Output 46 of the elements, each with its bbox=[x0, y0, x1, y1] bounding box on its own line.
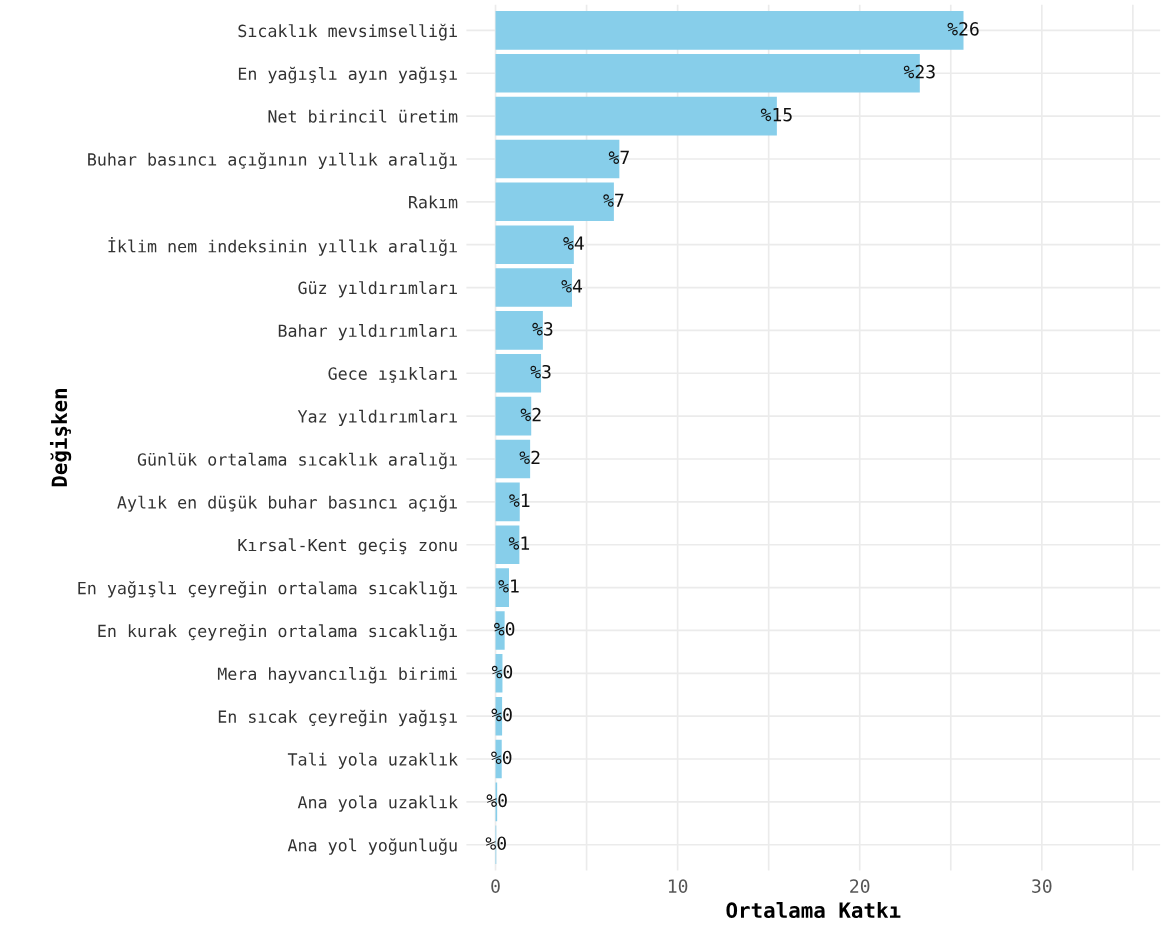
data-label: %2 bbox=[520, 407, 541, 422]
data-label: %1 bbox=[509, 493, 530, 507]
data-label: %0 bbox=[491, 707, 512, 722]
data-label: %23 bbox=[903, 64, 935, 79]
y-tick-label: Mera hayvancılığı birimi bbox=[217, 666, 457, 684]
y-tick-label: Yaz yıldırımları bbox=[297, 409, 457, 426]
x-tick-label: 30 bbox=[1032, 879, 1052, 893]
y-tick-label: En yağışlı çeyreğin ortalama sıcaklığı bbox=[78, 581, 457, 598]
y-tick-label: Net birincil üretim bbox=[268, 109, 458, 123]
x-axis-title: Ortalama Katkı bbox=[726, 901, 901, 919]
y-tick-label: Güz yıldırımları bbox=[298, 281, 457, 298]
y-tick-label: Buhar basıncı açığının yıllık aralığı bbox=[88, 152, 457, 170]
data-label: %3 bbox=[530, 364, 551, 379]
y-tick-label: Rakım bbox=[409, 195, 458, 209]
data-label: %7 bbox=[603, 193, 624, 207]
y-tick-label: Günlük ortalama sıcaklık aralığı bbox=[137, 452, 457, 470]
y-tick-label: Sıcaklık mevsimselliği bbox=[238, 23, 457, 41]
data-label: %1 bbox=[508, 536, 530, 550]
data-label: %7 bbox=[608, 150, 629, 164]
x-tick-label: 20 bbox=[850, 879, 870, 893]
x-tick-label: 10 bbox=[668, 879, 688, 893]
data-label: %4 bbox=[561, 279, 583, 293]
y-tick-label: Bahar yıldırımları bbox=[278, 324, 457, 341]
y-tick-label: Tali yola uzaklık bbox=[287, 752, 458, 769]
y-tick-label: En sıcak çeyreğin yağışı bbox=[218, 709, 457, 727]
data-label: %2 bbox=[519, 450, 540, 465]
data-label: %0 bbox=[494, 622, 515, 636]
data-label: %0 bbox=[485, 836, 506, 851]
y-tick-label: En yağışlı ayın yağışı bbox=[238, 66, 457, 84]
y-axis-title: Değişken bbox=[49, 389, 72, 487]
y-tick-label: Kırsal-Kent geçiş zonu bbox=[238, 538, 457, 555]
data-label: %15 bbox=[760, 107, 792, 122]
data-label: %26 bbox=[947, 22, 979, 36]
data-label: %0 bbox=[486, 793, 507, 808]
y-tick-label: Aylık en düşük buhar basıncı açığı bbox=[117, 495, 457, 512]
y-tick-label: İklim nem indeksinin yıllık aralığı bbox=[108, 237, 457, 256]
y-tick-label: En kurak çeyreğin ortalama sıcaklığı bbox=[98, 623, 457, 641]
data-label: %3 bbox=[532, 322, 553, 336]
y-tick-label: Ana yol yoğunluğu bbox=[287, 838, 457, 855]
x-tick-label: 0 bbox=[491, 879, 500, 893]
data-label: %0 bbox=[491, 664, 513, 679]
y-tick-label: Ana yola uzaklık bbox=[297, 795, 458, 812]
data-label: %1 bbox=[498, 579, 519, 593]
data-label: %4 bbox=[563, 236, 584, 250]
y-tick-label: Gece ışıkları bbox=[328, 366, 457, 383]
data-label: %0 bbox=[491, 750, 512, 765]
